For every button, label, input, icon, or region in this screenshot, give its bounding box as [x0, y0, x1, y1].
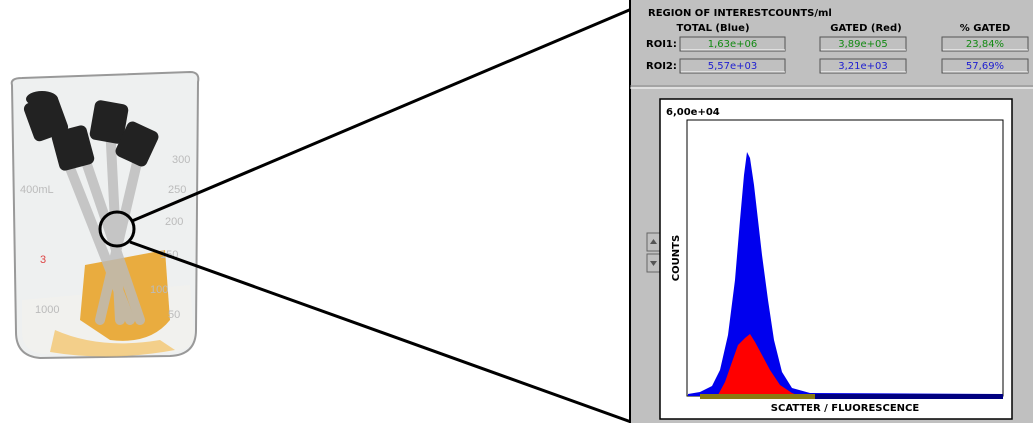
- row-label: ROI2:: [646, 61, 677, 72]
- marking: 400mL: [20, 184, 54, 196]
- marking: 50: [168, 309, 180, 321]
- gate-bar: [700, 394, 815, 399]
- value-cell: 1,63e+06: [708, 39, 758, 50]
- y-max-label: 6,00e+04: [666, 107, 720, 118]
- marking: 200: [165, 216, 183, 228]
- marking: 3: [40, 254, 46, 266]
- page: 400mL 300 250 200 150 100 50 3 1000 REGI…: [0, 0, 1033, 423]
- marking: 250: [168, 184, 186, 196]
- range-bar: [815, 394, 1003, 399]
- zoom-line: [130, 242, 634, 423]
- marking: 300: [172, 154, 190, 166]
- marking: 1000: [35, 304, 59, 316]
- screen: 400mL 300 250 200 150 100 50 3 1000 REGI…: [0, 0, 1033, 423]
- value-cell: 3,21e+03: [838, 61, 888, 72]
- row-label: ROI1:: [646, 39, 677, 50]
- column-header: GATED (Red): [830, 23, 901, 34]
- marking: 100: [150, 284, 168, 296]
- y-axis-label: COUNTS: [671, 235, 682, 281]
- column-header: TOTAL (Blue): [676, 23, 749, 34]
- column-header: % GATED: [960, 23, 1011, 34]
- zoom-line: [132, 8, 634, 221]
- roi-title: REGION OF INTEREST: [648, 8, 768, 19]
- value-cell: 3,89e+05: [838, 39, 888, 50]
- value-cell: 5,57e+03: [708, 61, 758, 72]
- value-cell: 57,69%: [966, 61, 1004, 72]
- x-axis-label: SCATTER / FLUORESCENCE: [771, 403, 920, 414]
- value-cell: 23,84%: [966, 39, 1004, 50]
- roi-units: COUNTS/ml: [768, 8, 832, 19]
